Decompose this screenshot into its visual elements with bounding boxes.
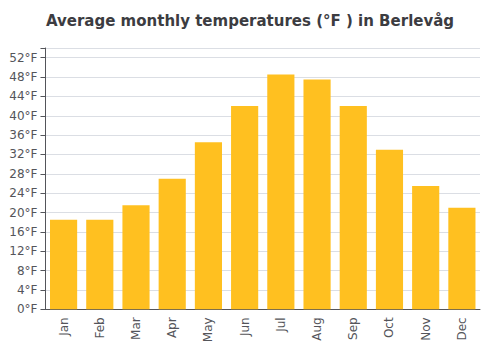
svg-text:Jul: Jul [274,317,288,332]
svg-text:Jun: Jun [238,317,252,337]
svg-text:24°F: 24°F [9,186,37,200]
svg-text:28°F: 28°F [9,167,37,181]
svg-text:Feb: Feb [93,317,107,338]
svg-text:8°F: 8°F [17,264,38,278]
svg-text:36°F: 36°F [9,128,37,142]
svg-text:0°F: 0°F [17,302,38,316]
svg-text:Jan: Jan [57,317,71,337]
svg-text:48°F: 48°F [9,70,37,84]
svg-text:Mar: Mar [129,317,143,340]
svg-text:Nov: Nov [419,317,433,340]
svg-text:20°F: 20°F [9,206,37,220]
svg-text:12°F: 12°F [9,244,37,258]
svg-text:44°F: 44°F [9,89,37,103]
svg-text:Aug: Aug [310,317,324,340]
svg-text:May: May [201,317,215,342]
svg-text:Oct: Oct [382,317,396,338]
svg-text:Dec: Dec [455,317,469,340]
svg-text:40°F: 40°F [9,109,37,123]
svg-text:Average monthly temperatures (: Average monthly temperatures (°F ) in Be… [46,12,454,30]
svg-text:52°F: 52°F [9,51,37,65]
svg-text:4°F: 4°F [17,283,38,297]
svg-text:Sep: Sep [346,317,360,340]
svg-text:Apr: Apr [165,317,179,338]
svg-text:16°F: 16°F [9,225,37,239]
svg-text:32°F: 32°F [9,147,37,161]
